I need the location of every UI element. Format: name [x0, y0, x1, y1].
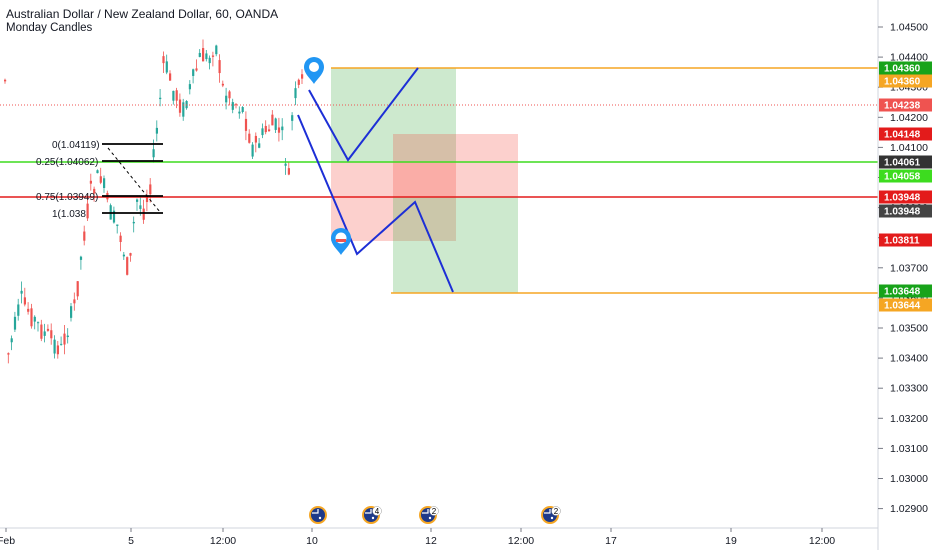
price-tick-label: 1.03500 — [890, 323, 928, 335]
price-tag — [879, 74, 932, 88]
time-tick-label: 12:00 — [809, 535, 835, 547]
time-tick-label: Feb — [0, 535, 15, 547]
price-tick-label: 1.03700 — [890, 262, 928, 274]
price-tag — [879, 61, 932, 75]
symbol-title: Australian Dollar / New Zealand Dollar, … — [6, 7, 279, 21]
price-tag — [879, 298, 932, 312]
au-flag-icon[interactable]: 2 — [541, 506, 561, 524]
price-tick-label: 1.03100 — [890, 443, 928, 455]
time-tick-label: 12:00 — [210, 535, 236, 547]
price-axis[interactable]: 1.045001.044001.043001.042001.041001.040… — [878, 22, 928, 516]
price-tick-label: 1.03200 — [890, 413, 928, 425]
indicator-label: Monday Candles — [6, 22, 93, 34]
fib-level-075: 0.75(1.03949) — [36, 192, 98, 203]
au-flag-icon[interactable] — [309, 506, 327, 524]
fib-level-025: 0.25(1.04062) — [36, 157, 98, 168]
price-tick-label: 1.02900 — [890, 503, 928, 515]
time-axis[interactable]: Feb 5 12:00 10 12 12:00 17 19 12:00 — [0, 528, 835, 547]
price-tag — [879, 284, 932, 298]
price-tag-label: 1.03644 — [884, 301, 921, 312]
price-tick-label: 1.04400 — [890, 52, 928, 64]
price-tag — [879, 190, 932, 204]
price-tag-label: 1.03648 — [884, 287, 921, 298]
map-pin-icon[interactable] — [304, 57, 324, 84]
fib-level-0: 0(1.04119) — [52, 140, 100, 151]
price-tag — [879, 155, 932, 169]
time-tick-label: 12 — [425, 535, 437, 547]
price-tag-label: 1.04238 — [884, 101, 921, 112]
event-count: 2 — [554, 507, 559, 516]
price-tick-label: 1.04200 — [890, 112, 928, 124]
price-tag-label: 1.04061 — [884, 158, 921, 169]
long-position-profit-zone[interactable] — [331, 68, 456, 162]
price-tick-label: 1.04100 — [890, 142, 928, 154]
au-flag-icon[interactable]: 4 — [362, 506, 382, 524]
projection-path-long[interactable] — [308, 67, 419, 162]
price-tag — [879, 98, 932, 112]
price-tag-label: 1.04058 — [884, 172, 921, 183]
price-tag-label: 1.04360 — [884, 64, 921, 75]
price-tick-label: 1.03300 — [890, 383, 928, 395]
economic-events[interactable]: 4 2 2 — [309, 506, 561, 524]
event-count: 2 — [432, 507, 437, 516]
price-tags: 1.04360 1.04360 1.04238 1.04148 1.04061 1.040… — [879, 61, 932, 312]
price-tag-label: 1.03948 — [884, 193, 921, 204]
time-tick-label: 12:00 — [508, 535, 534, 547]
price-tick-label: 1.03000 — [890, 473, 928, 485]
price-tag — [879, 233, 932, 247]
short-position-profit-zone[interactable] — [393, 197, 518, 293]
price-tag — [879, 204, 932, 218]
price-tick-label: 1.03400 — [890, 353, 928, 365]
au-flag-icon[interactable]: 2 — [419, 506, 439, 524]
map-pin-icon[interactable] — [331, 228, 351, 255]
price-tick-label: 1.04500 — [890, 22, 928, 34]
time-tick-label: 19 — [725, 535, 737, 547]
time-tick-label: 10 — [306, 535, 318, 547]
fib-retracement[interactable]: 0(1.04119) 0.25(1.04062) 0.75(1.03949) 1… — [36, 140, 163, 220]
price-tag — [879, 169, 932, 183]
fib-level-1: 1(1.038 — [52, 209, 86, 220]
price-tag — [879, 127, 932, 141]
price-tag-label: 1.04148 — [884, 130, 921, 141]
price-tag-label: 1.03811 — [884, 236, 920, 247]
price-tag-label: 1.03948 — [884, 207, 921, 218]
price-tag-label: 1.04360 — [884, 77, 921, 88]
projection-path-short[interactable] — [297, 114, 454, 293]
short-position-stop-zone[interactable] — [331, 162, 456, 241]
short-position-loss-zone[interactable] — [393, 134, 518, 197]
time-tick-label: 5 — [128, 535, 134, 547]
time-tick-label: 17 — [605, 535, 617, 547]
event-count: 4 — [375, 507, 380, 516]
